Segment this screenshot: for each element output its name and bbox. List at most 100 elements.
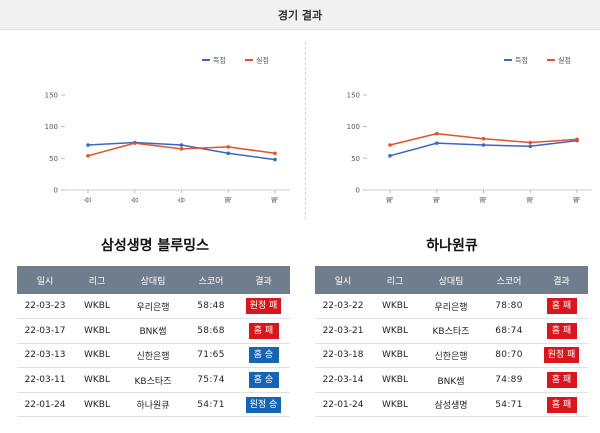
cell-result: 홈 패 xyxy=(535,318,588,344)
cell-score: 78:80 xyxy=(483,294,535,320)
col-score: 스코어 xyxy=(185,266,237,294)
data-point xyxy=(434,131,439,136)
data-point xyxy=(226,145,231,149)
x-tick-label: 패 xyxy=(479,197,488,203)
cell-date: 22-03-14 xyxy=(315,367,371,393)
table-row: 22-03-18 WKBL 신한은행 80:70 원정 패 xyxy=(315,343,588,369)
table-row: 22-03-14 WKBL BNK썸 74:89 홈 패 xyxy=(315,367,588,393)
data-point xyxy=(434,141,439,145)
team-title-1: 삼성생명 블루밍스 xyxy=(101,238,209,254)
results-table-team-1: 일시 리그 상대팀 스코어 결과 22-03-23 WKBL 우리은행 58:48 원정… xyxy=(17,266,290,418)
result-badge: 홈 패 xyxy=(546,372,577,389)
cell-league: WKBL xyxy=(73,318,121,344)
cell-date: 22-03-23 xyxy=(17,294,73,320)
data-point xyxy=(226,151,231,156)
cell-opponent: 신한은행 xyxy=(121,343,185,369)
cell-league: WKBL xyxy=(371,343,419,369)
y-tick-label: 50 xyxy=(49,155,58,163)
data-point xyxy=(575,137,579,142)
data-point xyxy=(273,157,277,162)
cell-date: 22-01-24 xyxy=(17,392,73,418)
x-tick-label: 패 xyxy=(432,197,441,203)
cell-result: 홈 승 xyxy=(237,343,290,369)
cell-league: WKBL xyxy=(73,343,121,369)
cell-league: WKBL xyxy=(371,294,419,320)
y-tick-label: 0 xyxy=(54,187,58,195)
data-point xyxy=(273,151,277,156)
cell-score: 54:71 xyxy=(483,392,535,418)
cell-score: 80:70 xyxy=(483,343,535,369)
col-opponent: 상대팀 xyxy=(419,266,483,294)
cell-date: 22-03-17 xyxy=(17,318,73,344)
col-league: 리그 xyxy=(73,266,121,294)
cell-opponent: 하나원큐 xyxy=(121,392,185,418)
table-row: 22-03-13 WKBL 신한은행 71:65 홈 승 xyxy=(17,343,290,369)
result-badge: 홈 승 xyxy=(248,347,279,364)
cell-score: 75:74 xyxy=(185,367,237,393)
y-tick-label: 150 xyxy=(45,92,58,100)
result-badge: 원정 패 xyxy=(245,298,282,315)
line-chart-team-1: 0 50 100 150 승 승 승 패 패 득점 실점 xyxy=(45,56,290,203)
data-point xyxy=(528,140,533,145)
chart-team-2: 0 50 100 150 패 패 패 패 패 득점 실점 xyxy=(302,40,600,220)
cell-score: 74:89 xyxy=(483,367,535,393)
table-header-row: 일시 리그 상대팀 스코어 결과 xyxy=(315,266,588,294)
data-point xyxy=(179,147,184,151)
result-badge: 홈 패 xyxy=(248,322,279,339)
y-tick-label: 100 xyxy=(347,123,360,131)
data-point xyxy=(481,143,486,147)
data-point xyxy=(86,154,90,158)
cell-opponent: KB스타즈 xyxy=(121,367,185,393)
cell-score: 71:65 xyxy=(185,343,237,369)
cell-date: 22-01-24 xyxy=(315,392,371,418)
col-score: 스코어 xyxy=(483,266,535,294)
data-point xyxy=(86,143,90,147)
result-badge: 홈 승 xyxy=(248,372,279,389)
line-chart-team-2: 0 50 100 150 패 패 패 패 패 득점 실점 xyxy=(347,56,592,203)
cell-league: WKBL xyxy=(371,392,419,418)
cell-score: 58:68 xyxy=(185,318,237,344)
x-tick-label: 패 xyxy=(385,197,394,203)
cell-result: 홈 패 xyxy=(535,392,588,418)
legend-label-conceded: 실점 xyxy=(256,56,269,65)
table-row: 22-03-17 WKBL BNK썸 58:68 홈 패 xyxy=(17,318,290,344)
cell-result: 원정 승 xyxy=(237,392,290,418)
cell-opponent: 삼성생명 xyxy=(419,392,483,418)
table-row: 22-03-11 WKBL KB스타즈 75:74 홈 승 xyxy=(17,367,290,393)
cell-result: 홈 승 xyxy=(237,367,290,393)
y-tick-label: 50 xyxy=(351,155,360,163)
header-title: 경기 결과 xyxy=(277,8,323,22)
cell-league: WKBL xyxy=(73,294,121,320)
cell-score: 68:74 xyxy=(483,318,535,344)
cell-league: WKBL xyxy=(73,367,121,393)
col-date: 일시 xyxy=(17,266,73,294)
data-point xyxy=(481,136,486,141)
cell-date: 22-03-21 xyxy=(315,318,371,344)
result-badge: 홈 패 xyxy=(546,298,577,315)
result-badge: 홈 패 xyxy=(546,322,577,339)
result-badge: 홈 패 xyxy=(546,396,577,413)
x-tick-label: 패 xyxy=(525,197,534,203)
legend-label-scored: 득점 xyxy=(213,57,226,65)
col-league: 리그 xyxy=(371,266,419,294)
col-result: 결과 xyxy=(535,266,588,294)
cell-date: 22-03-11 xyxy=(17,367,73,393)
cell-league: WKBL xyxy=(73,392,121,418)
data-point xyxy=(132,141,137,145)
results-table-team-2: 일시 리그 상대팀 스코어 결과 22-03-22 WKBL 우리은행 78:80 홈 … xyxy=(315,266,588,418)
table-header-row: 일시 리그 상대팀 스코어 결과 xyxy=(17,266,290,294)
legend-label-scored: 득점 xyxy=(515,57,528,65)
cell-result: 홈 패 xyxy=(237,318,290,344)
team-title-2: 하나원큐 xyxy=(426,238,478,254)
result-badge: 원정 승 xyxy=(245,396,282,413)
col-opponent: 상대팀 xyxy=(121,266,185,294)
data-point xyxy=(179,143,184,147)
x-tick-label: 승 xyxy=(131,196,139,203)
cell-result: 원정 패 xyxy=(535,343,588,369)
table-row: 22-03-23 WKBL 우리은행 58:48 원정 패 xyxy=(17,294,290,320)
chart-divider xyxy=(305,42,306,220)
cell-date: 22-03-18 xyxy=(315,343,371,369)
chart-legend: 득점 실점 xyxy=(202,56,269,65)
table-row: 22-03-21 WKBL KB스타즈 68:74 홈 패 xyxy=(315,318,588,344)
y-tick-label: 0 xyxy=(356,187,360,195)
